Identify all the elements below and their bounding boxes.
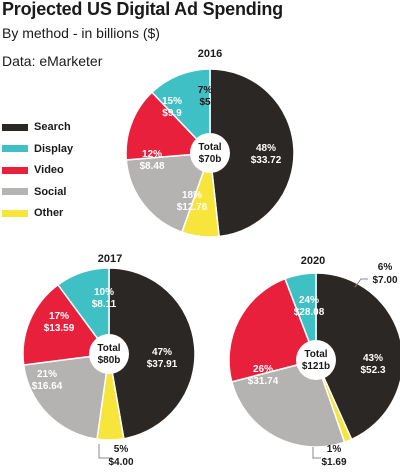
value-label-video: $28.08 (294, 307, 325, 318)
percent-label-other: 7% (198, 85, 213, 96)
percent-label-other: 5% (114, 444, 129, 455)
pie-year-title: 2017 (98, 253, 122, 265)
percent-label-video: 17% (49, 311, 69, 322)
value-label-social: $12.76 (177, 202, 208, 213)
pie-2020: Total$121b 2020 43%$52.3 24%$28.08 26%$31.74… (228, 255, 400, 468)
value-label-display: $8.48 (139, 161, 164, 172)
center-hole (190, 133, 230, 173)
legend-swatch-social (2, 188, 28, 195)
slice-social (22, 353, 110, 441)
center-total-label: Total (198, 142, 221, 153)
pie-year-title: 2020 (301, 255, 325, 267)
leader-line-other (312, 447, 321, 459)
legend-label-search: Search (34, 121, 71, 133)
legend-label-video: Video (34, 164, 64, 176)
percent-label-other: 1% (327, 444, 342, 455)
legend-swatch-video (2, 166, 28, 174)
center-total-value: $121b (302, 361, 330, 372)
value-label-display: $8.11 (92, 299, 117, 310)
value-label-search: $37.91 (147, 359, 178, 370)
value-label-search: $52.3 (360, 365, 385, 376)
legend-label-other: Other (34, 207, 64, 219)
legend-label-social: Social (34, 185, 67, 198)
value-label-display: $7.00 (372, 275, 397, 286)
slice-display (56, 267, 110, 357)
legend-swatch-other (2, 209, 28, 217)
value-label-social: $16.64 (32, 381, 63, 392)
value-label-other: $5 (199, 97, 211, 108)
legend-item-display: Display (2, 142, 73, 156)
value-label-search: $33.72 (251, 155, 282, 166)
value-label-other: $4.00 (108, 457, 133, 468)
legend-item-video: Video (2, 163, 73, 177)
value-label-video: $13.59 (44, 323, 75, 334)
value-label-video: $9.9 (162, 108, 182, 119)
slice-search (209, 68, 295, 238)
pie-2016: Total$70b 2016 48%$33.72 12%$8.48 15%$9.9 18%… (125, 48, 295, 238)
percent-label-display: 12% (142, 149, 162, 160)
legend-item-social: Social (2, 185, 73, 199)
leader-line-other (98, 444, 112, 459)
chart-subtitle: By method - in billions ($) (2, 25, 160, 41)
leader-line-display (354, 278, 368, 288)
percent-label-video: 24% (299, 295, 319, 306)
value-label-social: $31.74 (248, 376, 279, 387)
center-total-value: $80b (98, 355, 121, 366)
slice-display (150, 68, 211, 155)
pie-year-title: 2016 (198, 48, 222, 60)
center-total-label: Total (97, 343, 120, 354)
slice-social (125, 152, 212, 234)
percent-label-social: 26% (253, 364, 273, 375)
center-hole (89, 334, 129, 374)
center-total-value: $70b (199, 154, 222, 165)
legend-swatch-search (2, 123, 28, 131)
center-hole (296, 340, 336, 380)
legend-item-search: Search (2, 120, 73, 134)
slice-video (22, 283, 111, 366)
percent-label-display: 10% (94, 287, 114, 298)
pie-2017: Total$80b 2017 47%$37.91 10%$8.11 17%$13.59 2… (22, 253, 196, 468)
value-label-other: $1.69 (321, 457, 346, 468)
chart-title: Projected US Digital Ad Spending (2, 0, 283, 19)
slice-display (284, 272, 317, 361)
slice-social (230, 359, 346, 448)
slice-video (125, 91, 212, 161)
legend-item-other: Other (2, 206, 73, 220)
legend-label-display: Display (34, 142, 74, 155)
percent-label-search: 48% (256, 143, 276, 154)
center-total-label: Total (304, 349, 327, 360)
legend-swatch-display (2, 145, 28, 152)
percent-label-search: 47% (152, 347, 172, 358)
percent-label-social: 18% (182, 190, 202, 201)
legend: Search Display Video Social Other (2, 120, 73, 228)
percent-label-social: 21% (37, 369, 57, 380)
slice-search (315, 272, 400, 441)
percent-label-search: 43% (363, 353, 383, 364)
slice-search (108, 267, 196, 440)
percent-label-display: 6% (378, 262, 393, 273)
percent-label-video: 15% (162, 96, 182, 107)
data-source: Data: eMarketer (2, 53, 103, 69)
